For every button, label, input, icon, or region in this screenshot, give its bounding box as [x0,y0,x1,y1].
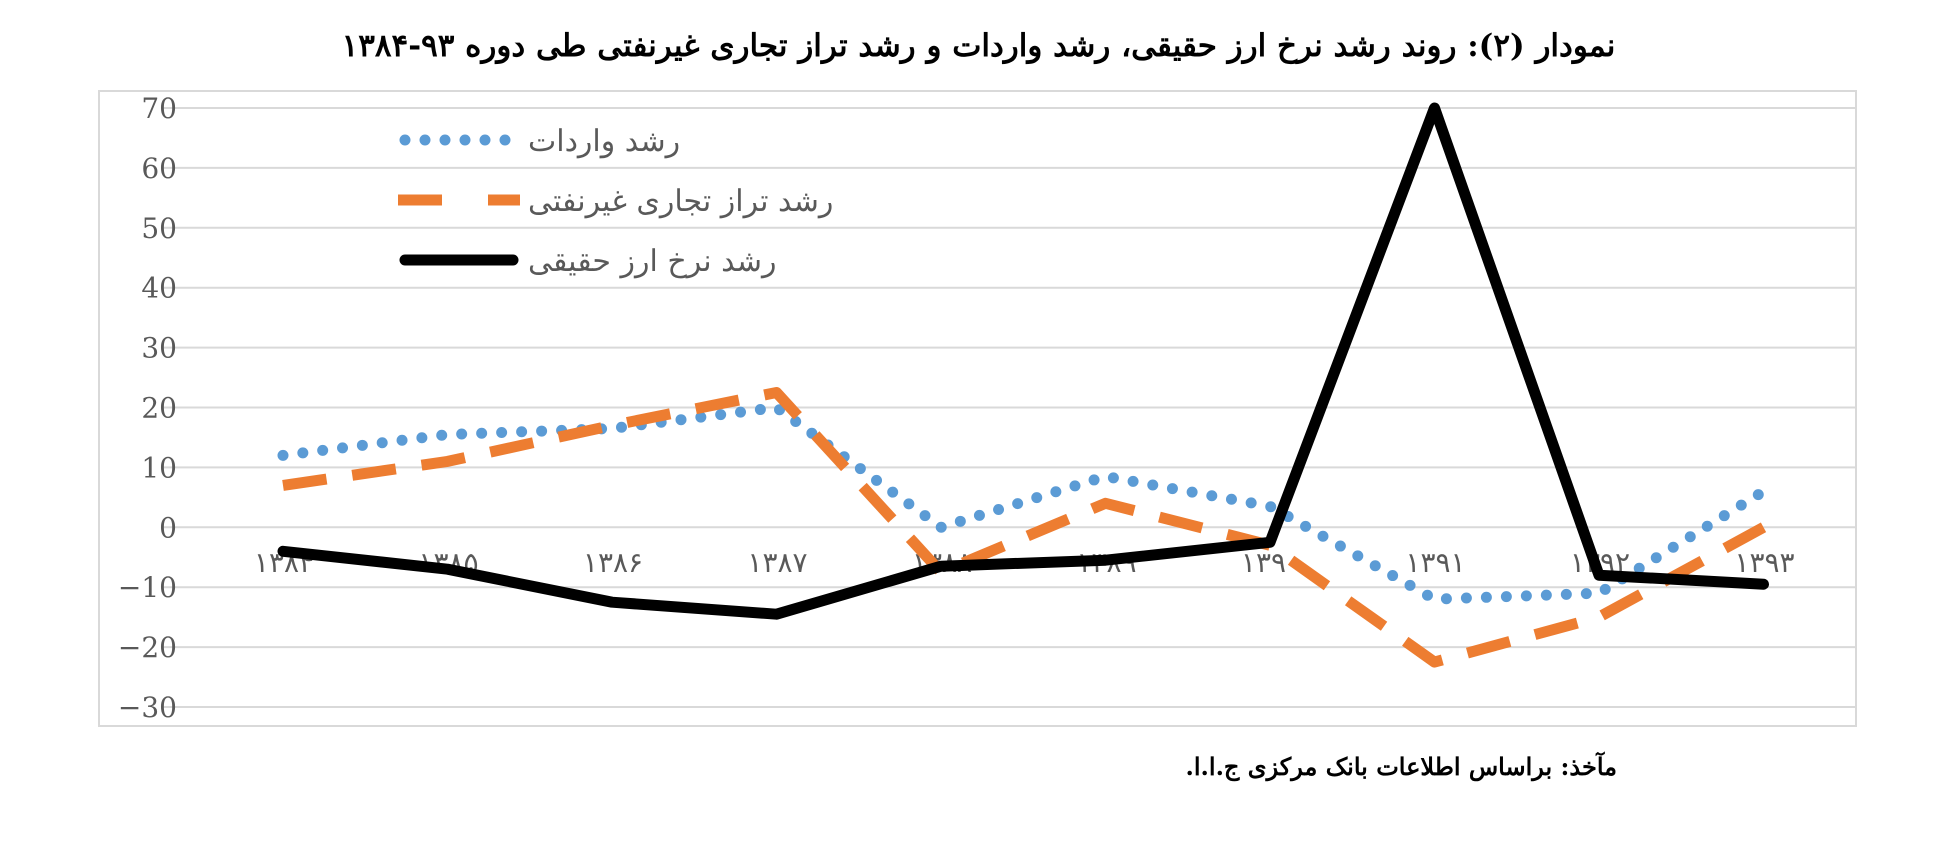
y-tick-label: 50 [141,212,177,245]
y-tick-label: −20 [118,631,177,664]
y-tick-label: 30 [141,332,177,365]
series-line-imports [277,402,1769,605]
legend-label: رشد نرخ ارز حقیقی [528,244,777,279]
x-tick-label: ۱۳۹۱ [1405,546,1465,579]
y-tick-label: 0 [159,511,177,544]
series-lines [277,102,1769,668]
series-line-trade-balance [282,387,1767,668]
x-tick-label: ۱۳۸۶ [583,546,643,579]
legend-item-real-exchange-rate: رشد نرخ ارز حقیقی [399,244,777,279]
series-line-real-exchange-rate [277,102,1769,620]
legend-label: رشد تراز تجاری غیرنفتی [528,184,833,219]
y-tick-label: 70 [141,92,177,125]
y-tick-label: 60 [141,152,177,185]
x-tick-label: ۱۳۹۳ [1734,546,1794,579]
y-tick-label: −30 [118,691,177,724]
y-tick-label: 10 [141,451,177,484]
y-tick-labels: 70 60 50 40 30 20 10 0 −10 −20 −30 [118,92,177,724]
legend-item-imports: رشد واردات [399,124,680,159]
chart-title: نمودار (۲): روند رشد نرخ ارز حقیقی، رشد … [341,28,1616,64]
plot-frame [98,90,1857,727]
x-tick-label: ۱۳۸۷ [747,546,807,579]
x-tick-label: ۱۳۹۰ [1241,546,1301,579]
source-note: مآخذ: براساس اطلاعات بانک مرکزی ج.ا.ا. [1185,752,1617,781]
legend: رشد واردات رشد تراز تجاری غیرنفتی رشد نرخ … [398,124,833,279]
y-tick-label: −10 [118,571,177,604]
legend-label: رشد واردات [528,124,680,159]
y-tick-label: 20 [141,392,177,425]
y-tick-label: 40 [141,272,177,305]
legend-item-trade-balance: رشد تراز تجاری غیرنفتی [398,184,833,219]
